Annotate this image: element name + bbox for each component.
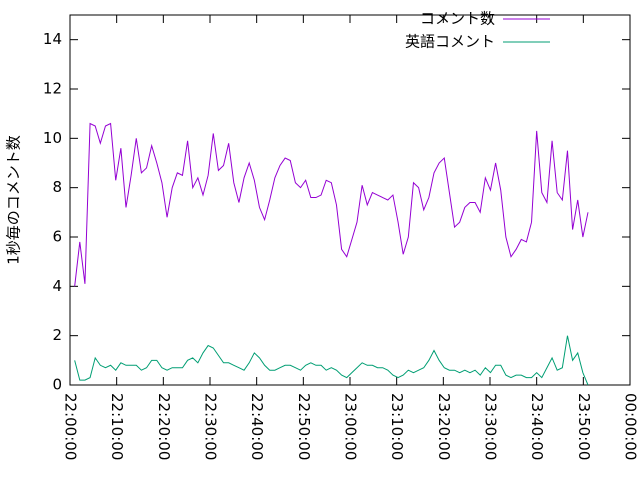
plot-frame <box>69 14 631 386</box>
x-tick-label: 23:40:00 <box>528 393 546 460</box>
x-tick-label: 23:10:00 <box>388 393 406 460</box>
legend-label: コメント数 <box>420 10 495 28</box>
x-tick-label: 22:10:00 <box>108 393 126 460</box>
legend-label: 英語コメント <box>405 33 495 51</box>
x-tick-label: 00:00:00 <box>622 393 640 460</box>
x-tick-label: 23:00:00 <box>342 393 360 460</box>
series-line <box>74 122 589 287</box>
y-tick-label: 10 <box>43 129 62 147</box>
y-tick-label: 0 <box>52 376 62 394</box>
y-tick-label: 4 <box>52 277 62 295</box>
y-tick-label: 2 <box>52 326 62 344</box>
y-axis-label: 1秒毎のコメント数 <box>5 135 23 265</box>
x-tick-label: 23:20:00 <box>435 393 453 460</box>
x-tick-label: 22:30:00 <box>202 393 220 460</box>
x-tick-label: 22:20:00 <box>155 393 173 460</box>
y-tick-label: 8 <box>52 178 62 196</box>
x-tick-label: 22:50:00 <box>295 393 313 460</box>
series-line <box>74 335 589 386</box>
x-tick-label: 22:40:00 <box>248 393 266 460</box>
x-tick-label: 23:50:00 <box>575 393 593 460</box>
y-tick-label: 6 <box>52 228 62 246</box>
y-tick-label: 12 <box>43 80 62 98</box>
y-tick-label: 14 <box>43 30 62 48</box>
x-tick-label: 22:00:00 <box>62 393 80 460</box>
x-tick-label: 23:30:00 <box>482 393 500 460</box>
